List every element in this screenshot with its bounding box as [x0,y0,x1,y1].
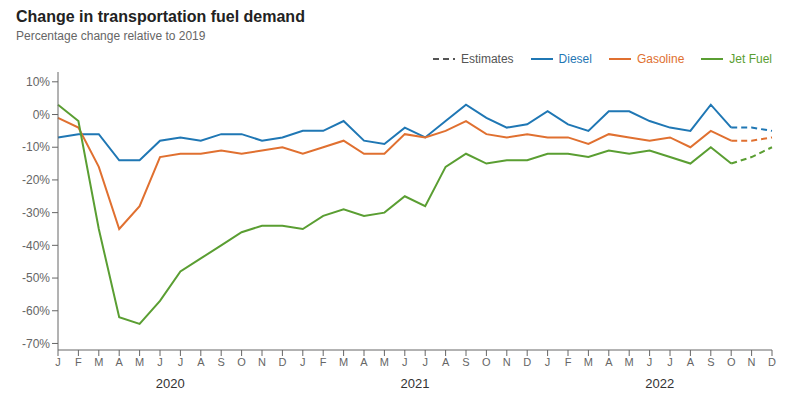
svg-text:A: A [687,356,695,368]
svg-text:S: S [218,356,225,368]
svg-text:A: A [442,356,450,368]
svg-text:J: J [647,356,653,368]
svg-text:M: M [380,356,389,368]
svg-text:A: A [360,356,368,368]
svg-text:2020: 2020 [156,376,185,391]
svg-text:S: S [707,356,714,368]
svg-text:N: N [258,356,266,368]
html-text:Change in transportation fuel: Change in transportation fuel demand [16,8,305,25]
svg-text:J: J [55,356,61,368]
svg-text:J: J [300,356,306,368]
svg-text:O: O [727,356,736,368]
svg-text:J: J [667,356,673,368]
html-text:Diesel: Diesel [558,52,592,66]
svg-text:A: A [197,356,205,368]
svg-text:J: J [422,356,428,368]
svg-text:2021: 2021 [401,376,430,391]
svg-text:N: N [503,356,511,368]
svg-text:D: D [278,356,286,368]
svg-text:J: J [178,356,184,368]
html-text:Gasoline: Gasoline [636,52,685,66]
svg-text:J: J [545,356,551,368]
svg-text:S: S [462,356,469,368]
svg-text:-60%: -60% [22,304,50,318]
svg-text:D: D [768,356,776,368]
svg-text:M: M [94,356,103,368]
svg-text:M: M [625,356,634,368]
svg-text:F: F [75,356,82,368]
svg-text:D: D [523,356,531,368]
svg-text:J: J [157,356,163,368]
svg-text:2022: 2022 [645,376,674,391]
svg-text:-70%: -70% [22,337,50,351]
html-text:Estimates: Estimates [460,52,514,66]
svg-text:F: F [565,356,572,368]
html-text:Jet Fuel: Jet Fuel [729,52,772,66]
svg-text:-30%: -30% [22,206,50,220]
svg-text:10%: 10% [26,75,50,89]
svg-text:0%: 0% [33,108,51,122]
svg-text:-50%: -50% [22,271,50,285]
svg-text:-40%: -40% [22,239,50,253]
svg-text:M: M [584,356,593,368]
svg-text:-20%: -20% [22,173,50,187]
html-text:Percentage change relative to: Percentage change relative to 2019 [16,29,206,43]
svg-text:O: O [482,356,491,368]
svg-text:F: F [320,356,327,368]
svg-text:O: O [237,356,246,368]
svg-text:J: J [402,356,408,368]
svg-text:M: M [339,356,348,368]
svg-text:A: A [116,356,124,368]
svg-text:M: M [135,356,144,368]
svg-text:A: A [605,356,613,368]
svg-text:-10%: -10% [22,140,50,154]
svg-text:N: N [748,356,756,368]
